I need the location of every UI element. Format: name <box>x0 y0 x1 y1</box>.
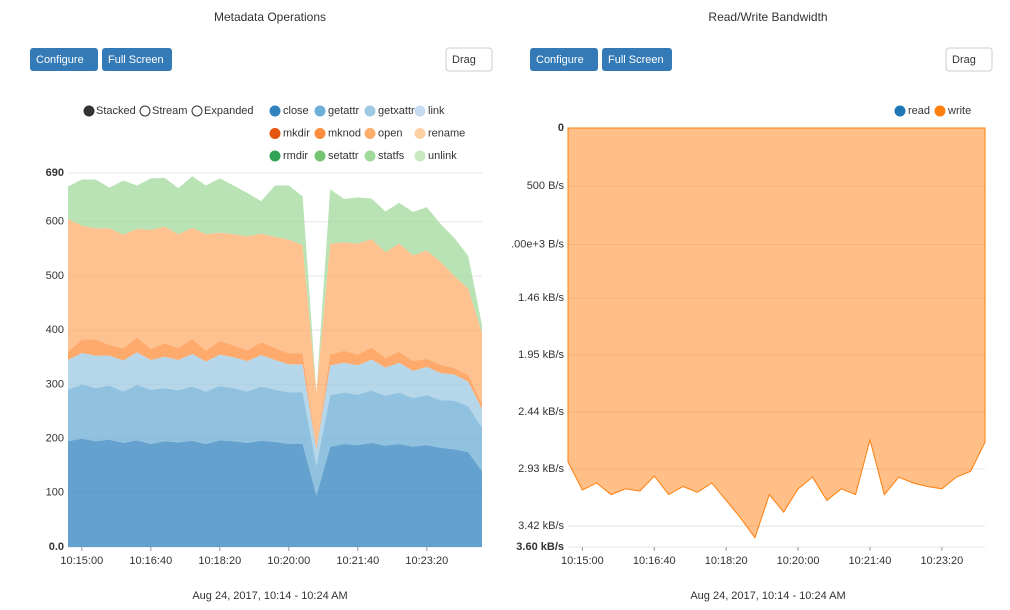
legend-label[interactable]: rmdir <box>283 150 308 162</box>
x-tick-label: 10:16:40 <box>129 555 172 567</box>
y-tick-label: 2.44 kB/s <box>518 406 564 418</box>
control-label[interactable]: Expanded <box>204 105 254 117</box>
y-tick-label: 300 <box>46 378 64 390</box>
drag-label: Drag <box>952 54 976 66</box>
legend-label[interactable]: mkdir <box>283 127 310 139</box>
x-axis-label: Aug 24, 2017, 10:14 - 10:24 AM <box>192 590 347 602</box>
x-tick-label: 10:21:40 <box>849 555 892 567</box>
x-tick-label: 10:16:40 <box>633 555 676 567</box>
y-tick-label: 1.95 kB/s <box>518 349 564 361</box>
legend-swatch[interactable] <box>269 150 281 162</box>
legend-label[interactable]: unlink <box>428 150 457 162</box>
legend-swatch[interactable] <box>934 105 946 117</box>
x-tick-label: 10:20:00 <box>267 555 310 567</box>
x-tick-label: 10:20:00 <box>777 555 820 567</box>
legend-label[interactable]: mknod <box>328 127 361 139</box>
drag-button[interactable] <box>945 47 993 72</box>
y-tick-label: 0.0 <box>49 541 64 553</box>
configure-button[interactable] <box>530 48 598 71</box>
y-tick-label: 500 <box>46 270 64 282</box>
legend-label[interactable]: link <box>428 105 445 117</box>
control-radio[interactable] <box>139 105 151 117</box>
control-label[interactable]: Stacked <box>96 105 136 117</box>
legend-swatch[interactable] <box>894 105 906 117</box>
area <box>68 337 482 450</box>
y-tick-label: .00e+3 B/s <box>511 238 564 250</box>
configure-button[interactable] <box>30 48 98 71</box>
y-tick-label: 500 B/s <box>527 180 565 192</box>
full-screen-button[interactable] <box>602 48 672 71</box>
area <box>567 127 986 539</box>
legend-label[interactable]: rename <box>428 127 465 139</box>
y-tick-label: 200 <box>46 433 64 445</box>
configure-button-label: Configure <box>536 54 584 66</box>
x-tick-label: 10:23:20 <box>405 555 448 567</box>
y-tick-label: 100 <box>46 487 64 499</box>
x-tick-label: 10:23:20 <box>920 555 963 567</box>
legend-label[interactable]: write <box>947 105 971 117</box>
legend-label[interactable]: open <box>378 127 402 139</box>
drag-button[interactable] <box>445 47 493 72</box>
y-tick-label: 600 <box>46 216 64 228</box>
legend-swatch[interactable] <box>269 128 281 139</box>
x-tick-label: 10:18:20 <box>198 555 241 567</box>
configure-button-label: Configure <box>36 54 84 66</box>
full-screen-button-label: Full Screen <box>108 54 164 66</box>
legend-label[interactable]: read <box>908 105 930 117</box>
x-tick-label: 10:18:20 <box>705 555 748 567</box>
legend-label[interactable]: getxattr <box>378 105 415 117</box>
x-axis-label: Aug 24, 2017, 10:14 - 10:24 AM <box>690 590 845 602</box>
x-tick-label: 10:15:00 <box>561 555 604 567</box>
x-tick-label: 10:21:40 <box>336 555 379 567</box>
y-tick-label: 3.60 kB/s <box>516 541 564 553</box>
drag-label: Drag <box>452 54 476 66</box>
y-tick-label: 690 <box>46 167 64 179</box>
full-screen-button-label: Full Screen <box>608 54 664 66</box>
area <box>68 384 482 496</box>
x-tick-label: 10:15:00 <box>60 555 103 567</box>
y-tick-label: 2.93 kB/s <box>518 463 564 475</box>
legend-swatch[interactable] <box>414 128 426 139</box>
area <box>68 176 482 393</box>
legend-label[interactable]: setattr <box>328 150 359 162</box>
control-radio[interactable] <box>191 105 203 117</box>
area <box>68 438 482 547</box>
area <box>68 352 482 466</box>
full-screen-button[interactable] <box>102 48 172 71</box>
control-label[interactable]: Stream <box>152 105 187 117</box>
legend-swatch[interactable] <box>314 128 326 139</box>
y-tick-label: 400 <box>46 324 64 336</box>
legend-swatch[interactable] <box>364 128 376 139</box>
legend-label[interactable]: getattr <box>328 105 360 117</box>
legend-swatch[interactable] <box>314 105 326 117</box>
chart-title: Metadata Operations <box>214 10 326 24</box>
area <box>68 219 482 447</box>
legend-label[interactable]: statfs <box>378 150 405 162</box>
legend-swatch[interactable] <box>269 105 281 117</box>
control-radio[interactable] <box>83 105 95 117</box>
legend-swatch[interactable] <box>364 105 376 117</box>
chart-title: Read/Write Bandwidth <box>708 10 827 24</box>
legend-swatch[interactable] <box>414 105 426 117</box>
legend-swatch[interactable] <box>314 150 326 162</box>
legend-swatch[interactable] <box>364 150 376 162</box>
y-tick-label: 0 <box>558 122 564 134</box>
legend-swatch[interactable] <box>414 150 426 162</box>
y-tick-label: 1.46 kB/s <box>518 292 564 304</box>
y-tick-label: 3.42 kB/s <box>518 520 564 532</box>
legend-label[interactable]: close <box>283 105 309 117</box>
